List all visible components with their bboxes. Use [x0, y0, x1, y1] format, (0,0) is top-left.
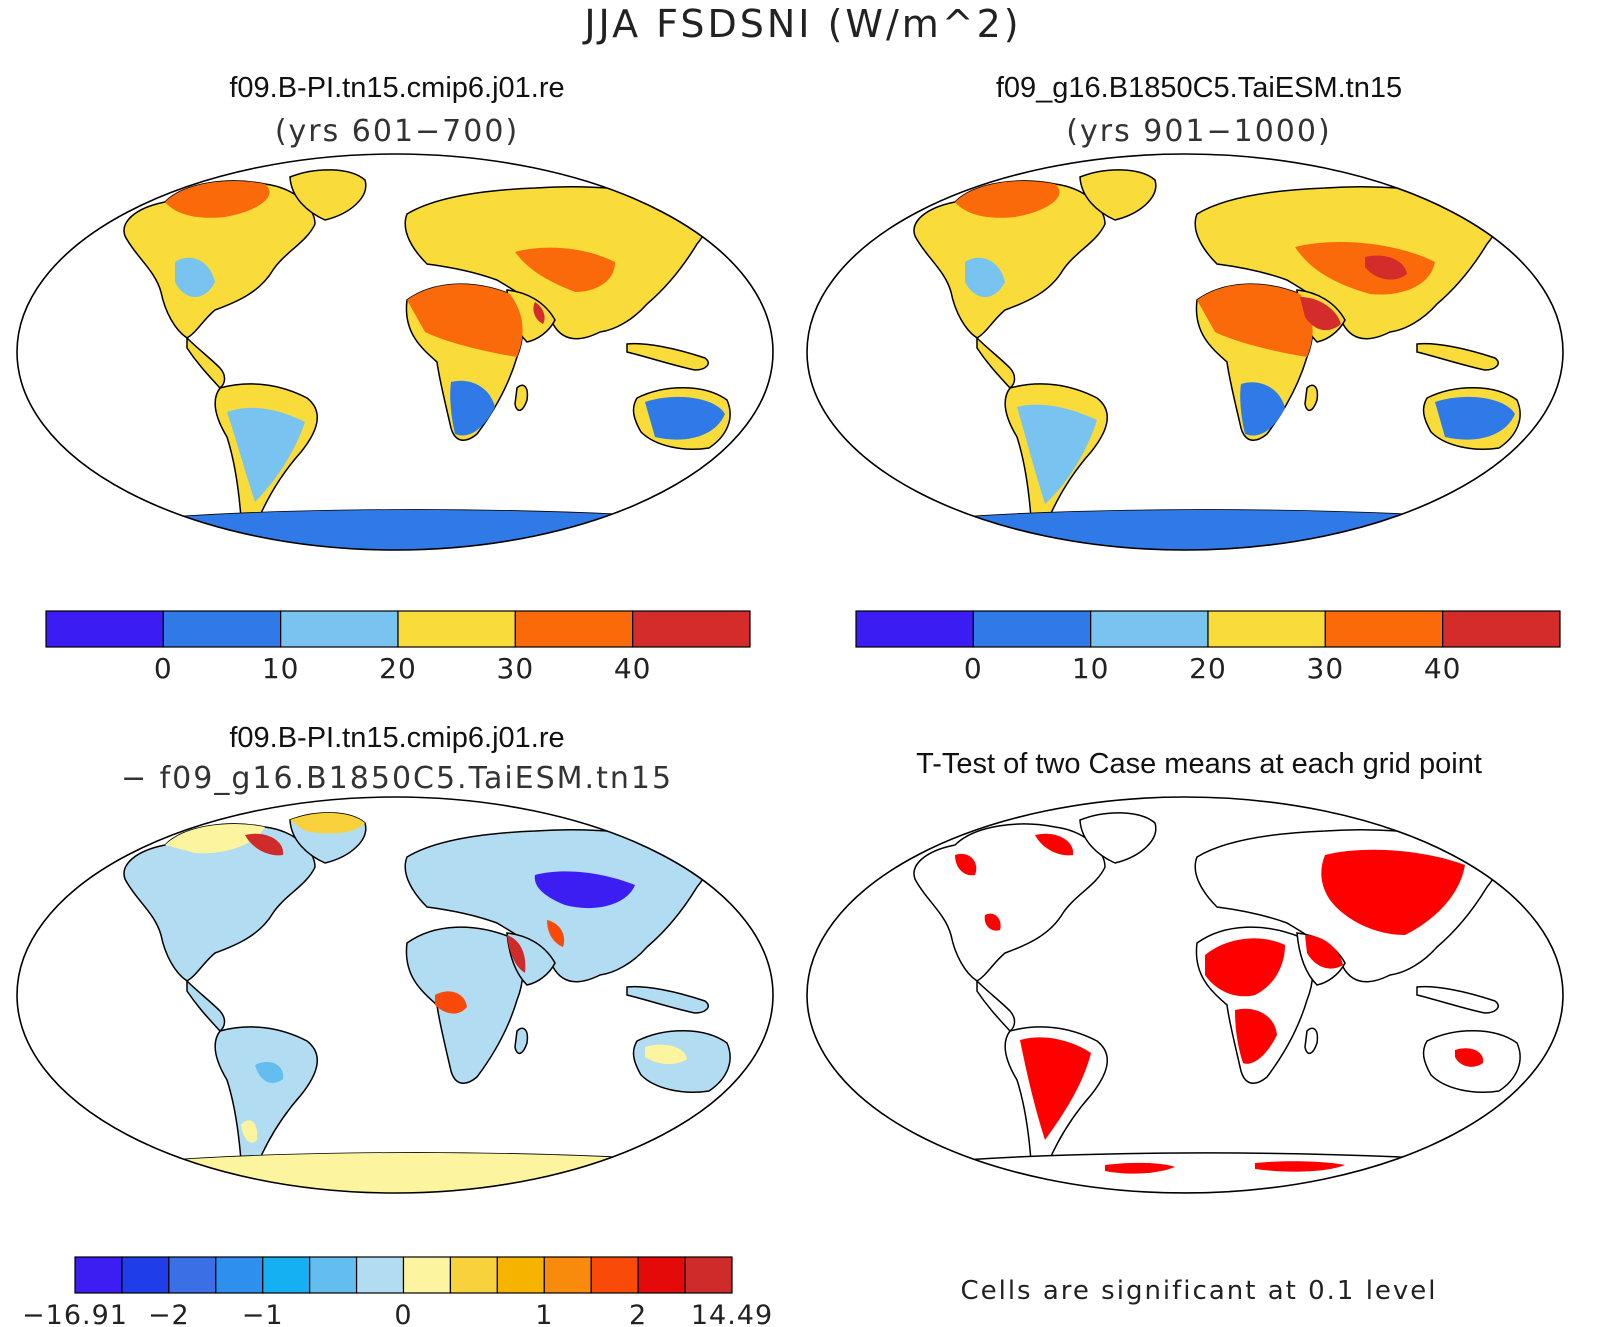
panel-3-colorbar-swatch — [543, 1256, 592, 1294]
panel-2-map — [806, 153, 1564, 551]
panel-1-colorbar-swatch — [162, 610, 282, 648]
panel-3-subtitle: − f09_g16.B1850C5.TaiESM.tn15 — [120, 761, 674, 796]
panel-3-colorbar-swatch — [684, 1256, 733, 1294]
panel-3-colorbar-tick-label: −2 — [148, 1300, 190, 1327]
panel-3-colorbar-tick-label: 0 — [394, 1300, 412, 1327]
panel-3-colorbar-swatch — [449, 1256, 498, 1294]
panel-2-colorbar-tick-label: 10 — [1072, 652, 1110, 685]
panel-3-colorbar-swatch — [215, 1256, 264, 1294]
panel-1-colorbar-tick-label: 20 — [379, 652, 417, 685]
panel-3-colorbar-swatch — [402, 1256, 452, 1294]
panel-1-colorbar-swatch — [514, 610, 634, 648]
panel-1-map — [16, 153, 774, 551]
panel-1-subtitle: (yrs 601−700) — [274, 114, 520, 149]
panel-3-colorbar-swatch — [355, 1256, 405, 1294]
panel-1-title: f09.B-PI.tn15.cmip6.j01.re — [229, 72, 565, 104]
panel-2-colorbar-tick-label: 20 — [1189, 652, 1227, 685]
panel-2-colorbar-swatch — [855, 610, 974, 648]
panel-3-colorbar-tick-label: 1 — [535, 1300, 553, 1327]
panel-3-colorbar: −16.91 −2 −1 0 1 2 14.49 — [22, 1256, 773, 1327]
panel-1-colorbar-tick-label: 30 — [497, 652, 535, 685]
panel-3-colorbar-swatch — [496, 1256, 545, 1294]
panel-1-colorbar-swatch — [280, 610, 399, 648]
panel-3-colorbar-swatch — [121, 1256, 170, 1294]
panel-3-colorbar-swatch — [637, 1256, 686, 1294]
panel-3-colorbar-tick-label: −16.91 — [22, 1300, 128, 1327]
panel-3-colorbar-tick-label: 2 — [629, 1300, 647, 1327]
figure-title: JJA FSDSNI (W/m^2) — [584, 2, 1022, 46]
panel-1-colorbar-swatch — [632, 610, 751, 648]
panel-4-title: T-Test of two Case means at each grid po… — [916, 748, 1482, 780]
significance-note: Cells are significant at 0.1 level — [960, 1276, 1438, 1306]
panel-3-colorbar-swatch — [309, 1256, 358, 1294]
panel-2-colorbar-swatch — [972, 610, 1092, 648]
panel-2-colorbar-tick-label: 40 — [1424, 652, 1462, 685]
panel-2-colorbar-swatch — [1090, 610, 1209, 648]
panel-1-colorbar-swatch — [397, 610, 516, 648]
panel-1-colorbar: 0 10 20 30 40 — [45, 610, 751, 685]
panel-3-colorbar-tick-label: 14.49 — [691, 1300, 773, 1327]
panel-2-title: f09_g16.B1850C5.TaiESM.tn15 — [995, 72, 1403, 104]
panel-1-colorbar-tick-label: 0 — [154, 652, 173, 685]
panel-3-colorbar-swatch — [590, 1256, 639, 1294]
panel-3-title: f09.B-PI.tn15.cmip6.j01.re — [229, 722, 565, 754]
panel-3-colorbar-swatch — [262, 1256, 311, 1294]
panel-3-colorbar-swatch — [168, 1256, 217, 1294]
panel-2-colorbar-swatch — [1442, 610, 1561, 648]
panel-4-map-border — [806, 796, 1564, 1194]
panel-2-colorbar-swatch — [1207, 610, 1326, 648]
panel-2-colorbar-tick-label: 30 — [1307, 652, 1345, 685]
panel-2-colorbar-swatch — [1324, 610, 1444, 648]
panel-4-map — [806, 796, 1564, 1194]
panel-2-colorbar: 0 10 20 30 40 — [855, 610, 1561, 685]
panel-1-colorbar-swatch — [45, 610, 164, 648]
panel-2-map-border — [806, 153, 1564, 551]
panel-3-colorbar-swatch — [74, 1256, 123, 1294]
panel-2-subtitle: (yrs 901−1000) — [1066, 114, 1332, 149]
panel-1-colorbar-tick-label: 10 — [262, 652, 300, 685]
panel-2-colorbar-tick-label: 0 — [964, 652, 983, 685]
panel-3-colorbar-tick-label: −1 — [242, 1300, 284, 1327]
panel-3-map — [16, 796, 774, 1194]
panel-1-map-border — [16, 153, 774, 551]
panel-3-map-border — [16, 796, 774, 1194]
panel-1-colorbar-tick-label: 40 — [614, 652, 652, 685]
